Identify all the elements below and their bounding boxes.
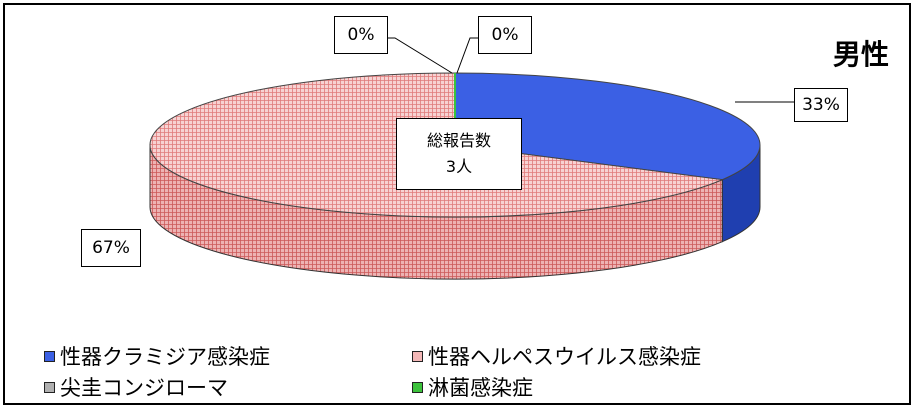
chart-title: 男性 bbox=[833, 38, 890, 71]
data-label-chlamydia: 33% bbox=[794, 88, 848, 122]
legend-swatch-gonorrhea bbox=[412, 381, 423, 393]
legend-label-chlamydia: 性器クラミジア感染症 bbox=[60, 345, 270, 369]
legend-swatch-condyloma bbox=[44, 381, 55, 393]
legend-label-gonorrhea: 淋菌感染症 bbox=[428, 376, 533, 400]
legend-item-gonorrhea: 淋菌感染症 bbox=[412, 372, 533, 402]
legend-item-herpes: 性器ヘルペスウイルス感染症 bbox=[412, 341, 701, 371]
legend-swatch-chlamydia bbox=[44, 350, 55, 362]
leader-line-condyloma bbox=[388, 37, 453, 74]
legend-label-herpes: 性器ヘルペスウイルス感染症 bbox=[428, 345, 701, 369]
total-reports-box: 総報告数 3人 bbox=[396, 118, 522, 190]
total-reports-label: 総報告数 bbox=[426, 131, 491, 151]
leader-line-gonorrhea bbox=[456, 37, 478, 74]
legend-label-condyloma: 尖圭コンジローマ bbox=[60, 376, 228, 400]
legend-item-chlamydia: 性器クラミジア感染症 bbox=[44, 341, 270, 371]
total-reports-value: 3人 bbox=[445, 157, 473, 176]
data-label-gonorrhea: 0% bbox=[478, 16, 532, 54]
data-label-herpes: 67% bbox=[81, 229, 141, 267]
legend-item-condyloma: 尖圭コンジローマ bbox=[44, 372, 228, 402]
pie-slice-chlamydia bbox=[454, 72, 761, 181]
legend-swatch-herpes bbox=[412, 350, 423, 362]
data-label-condyloma: 0% bbox=[334, 16, 388, 54]
